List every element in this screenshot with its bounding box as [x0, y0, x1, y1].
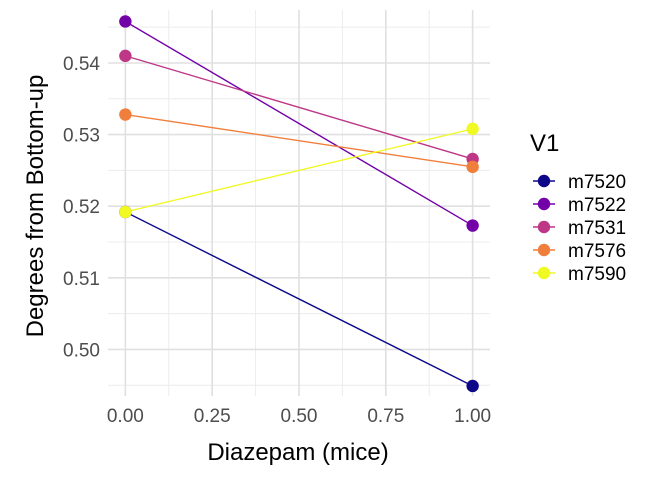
series-line-m7522 — [125, 20, 473, 227]
legend-title: V1 — [530, 130, 559, 157]
x-tick-label: 1.00 — [454, 406, 491, 427]
y-tick-label: 0.52 — [63, 197, 100, 218]
legend-label: m7522 — [568, 195, 626, 216]
x-tick-label: 0.50 — [281, 406, 318, 427]
y-tick-labels: 0.50 0.51 0.52 0.53 0.54 — [63, 54, 100, 361]
legend-key-point — [537, 220, 551, 234]
y-tick-label: 0.53 — [63, 126, 100, 147]
series-line-m7531 — [125, 55, 473, 160]
data-point-m7520 — [466, 379, 479, 393]
data-point-m7576 — [119, 108, 132, 121]
data-point-m7522 — [119, 15, 132, 28]
data-point-m7590 — [119, 205, 132, 219]
y-tick-label: 0.54 — [63, 54, 100, 75]
x-tick-label: 0.75 — [367, 406, 404, 427]
series-line-m7520 — [125, 211, 473, 387]
legend-label: m7576 — [568, 241, 626, 262]
legend-label: m7531 — [568, 218, 626, 239]
series-points — [119, 15, 479, 393]
data-point-m7531 — [119, 49, 132, 63]
y-tick-label: 0.50 — [63, 340, 100, 361]
legend-key-point — [537, 197, 551, 211]
series-line-m7576 — [125, 113, 473, 168]
legend-key-point — [537, 174, 551, 188]
legend-label: m7590 — [568, 264, 626, 285]
y-axis-label: Degrees from Bottom-up — [22, 75, 49, 338]
series-lines — [125, 20, 473, 387]
legend-key-point — [537, 266, 551, 280]
x-tick-label: 0.25 — [194, 406, 231, 427]
legend-key-point — [537, 243, 551, 257]
x-tick-label: 0.00 — [107, 406, 144, 427]
data-point-m7590 — [466, 122, 479, 136]
data-point-m7522 — [466, 219, 479, 232]
legend-label: m7520 — [568, 172, 626, 193]
series-line-m7590 — [125, 128, 473, 213]
y-tick-label: 0.51 — [63, 269, 100, 290]
x-tick-labels: 0.00 0.25 0.50 0.75 1.00 — [107, 406, 491, 427]
x-axis-label: Diazepam (mice) — [207, 439, 388, 466]
data-point-m7576 — [466, 160, 479, 174]
major-gridlines — [108, 10, 490, 396]
